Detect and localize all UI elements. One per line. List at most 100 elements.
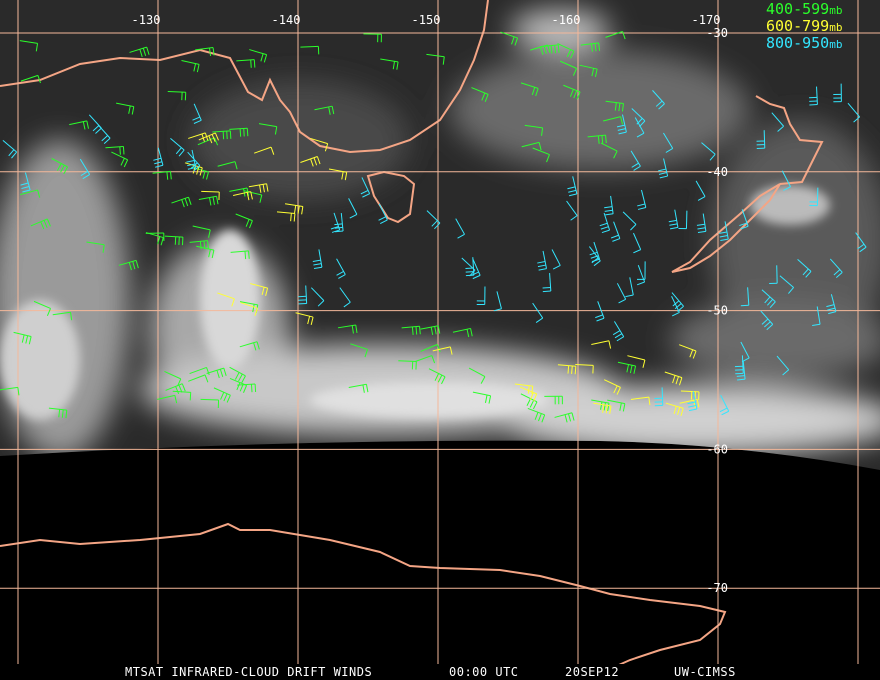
barb-shaft [48, 407, 67, 411]
barb-flag [239, 128, 242, 137]
wind-barb [314, 105, 335, 115]
wind-barb [634, 117, 645, 138]
barb-shaft [591, 399, 610, 404]
wind-barb [612, 321, 625, 342]
barb-flag [313, 157, 318, 166]
wind-barb [348, 198, 358, 219]
wind-barb [401, 325, 421, 335]
barb-flag [155, 164, 164, 168]
barb-shaft [588, 246, 601, 262]
wind-barb [328, 168, 348, 181]
wind-barb [740, 287, 750, 307]
wind-barb [616, 283, 627, 304]
barb-flag [665, 147, 673, 153]
legend-range: 400-599 [766, 0, 829, 18]
barb-shaft [244, 190, 262, 196]
barb-shaft [337, 324, 356, 329]
barb-flag [256, 341, 260, 350]
barb-shaft [661, 387, 664, 406]
barb-flag [234, 372, 240, 380]
barb-flag [626, 364, 630, 373]
wind-barb [19, 40, 39, 52]
barb-flag [61, 409, 64, 418]
barb-flag [437, 374, 443, 383]
barb-shaft [30, 218, 48, 227]
barb-flag [618, 298, 626, 304]
barb-flag [260, 53, 264, 62]
barb-shaft [24, 172, 31, 191]
wind-barb [559, 60, 578, 76]
barb-flag [307, 316, 311, 325]
barb-flag [95, 127, 102, 134]
wind-barb [833, 83, 842, 103]
lat-lon-grid: -130 -140 -150 -160 -170-30 -40 -50 -60 -70 [0, 0, 880, 664]
wind-barb [198, 132, 219, 144]
wind-barb [855, 232, 867, 253]
footer-date: 20SEP12 [565, 665, 619, 679]
wind-barb [284, 203, 304, 215]
barb-shaft [165, 383, 183, 391]
wind-barb [664, 371, 683, 386]
wind-barb [566, 200, 578, 221]
barb-shaft [797, 259, 812, 272]
barb-flag [119, 146, 121, 155]
barb-flag [590, 43, 593, 52]
barb-shaft [563, 84, 581, 93]
wind-barb [200, 398, 220, 409]
wind-barb [580, 42, 601, 52]
barb-shaft [575, 364, 594, 366]
barb-flag [316, 156, 321, 165]
barb-flag [631, 162, 639, 168]
barb-flag [40, 221, 45, 230]
wind-barb [398, 360, 417, 370]
barb-shaft [0, 386, 18, 391]
barb-shaft [401, 325, 420, 329]
barb-flag [175, 386, 180, 394]
barb-flag [613, 385, 618, 394]
barb-flag [677, 407, 681, 416]
legend-range: 800-950 [766, 34, 829, 52]
barb-shaft [198, 195, 217, 200]
barb-flag [214, 137, 219, 146]
barb-flag [250, 384, 253, 393]
barb-flag [669, 226, 679, 230]
barb-flag [769, 301, 776, 309]
barb-flag [620, 116, 624, 125]
wind-barb [97, 124, 111, 144]
wind-barb [244, 190, 263, 203]
barb-flag [540, 46, 544, 55]
barb-shaft [634, 117, 645, 134]
barb-flag [636, 281, 645, 286]
barb-flag [411, 326, 414, 335]
barb-shaft [414, 355, 433, 363]
barb-flag [642, 359, 646, 368]
barb-shaft [663, 132, 674, 149]
barb-shaft [631, 108, 646, 122]
barb-shaft [591, 340, 610, 346]
barb-flag [535, 88, 539, 97]
wind-barb [201, 190, 220, 200]
barb-shaft [607, 399, 625, 405]
barb-flag [261, 287, 265, 296]
wind-barb [527, 407, 546, 423]
barb-shaft [695, 180, 706, 197]
barb-flag [678, 377, 683, 386]
barb-flag [362, 193, 370, 198]
wind-barb [476, 286, 486, 306]
barb-flag [178, 384, 183, 393]
barb-shaft [600, 142, 618, 152]
wind-barb [616, 114, 627, 135]
wind-barb [300, 156, 321, 167]
barb-flag [591, 68, 595, 77]
barb-flag [603, 402, 606, 411]
barb-flag [465, 271, 474, 273]
barb-shaft [253, 146, 272, 154]
barb-shaft [230, 250, 249, 253]
wind-barb [153, 147, 164, 168]
wind-barb [520, 82, 539, 97]
wind-barb [593, 402, 612, 414]
barb-shaft [2, 140, 17, 153]
barb-shaft [420, 325, 439, 330]
wind-barb [524, 124, 544, 136]
